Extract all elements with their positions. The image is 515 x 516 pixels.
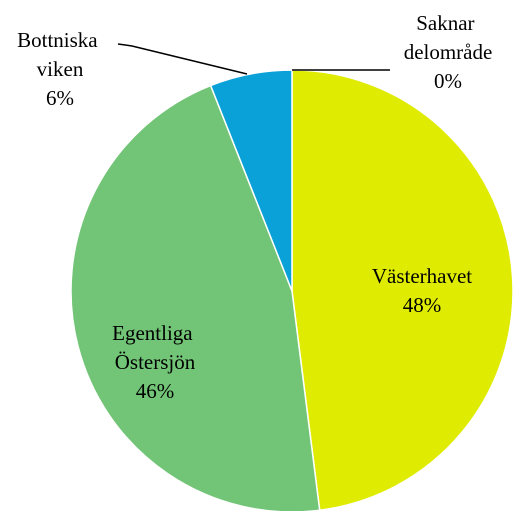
- label-line: delområde: [404, 40, 493, 64]
- slice-label: Västerhavet: [372, 264, 472, 288]
- label-line: Bottniska: [17, 28, 103, 52]
- pie-slice: [70, 84, 321, 513]
- label-line: Västerhavet: [372, 264, 472, 288]
- leader-line: [117, 43, 248, 75]
- label-line: viken: [37, 57, 84, 81]
- pie-slice: [209, 69, 293, 292]
- pie-slice: [291, 69, 514, 512]
- slice-label: Saknar delområde: [404, 11, 493, 64]
- slice-value-label: 46%: [136, 379, 175, 403]
- slice-label: Egentliga Östersjön: [112, 321, 198, 374]
- slice-label: Bottniska viken: [17, 28, 103, 81]
- slice-value-label: 0%: [434, 69, 462, 93]
- slice-value-label: 48%: [403, 293, 442, 317]
- label-line: Egentliga: [112, 321, 198, 345]
- label-line: Östersjön: [115, 350, 196, 374]
- slice-value-label: 6%: [46, 86, 74, 110]
- label-line: Saknar: [416, 11, 480, 35]
